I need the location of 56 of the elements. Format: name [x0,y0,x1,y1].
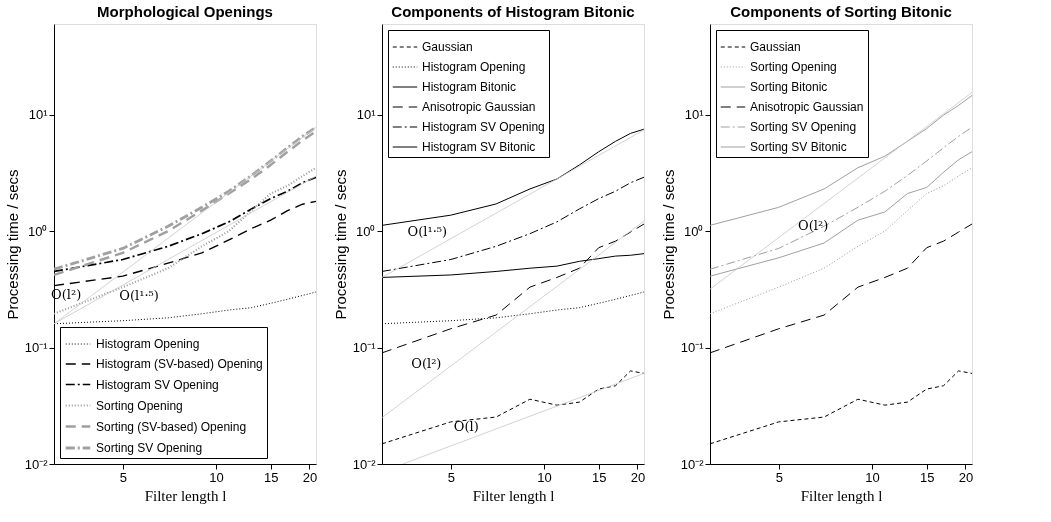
y-axis-title: Processing time / secs [331,169,349,320]
x-tick-label: 5 [447,469,455,485]
legend-label: Sorting SV Opening [96,441,203,455]
legend-label: Histogram SV Opening [96,377,219,392]
x-axis-title: Filter length l [800,487,883,504]
x-axis-title: Filter length l [144,487,227,504]
y-tick-label: 10⁻¹ [24,340,49,356]
x-tick-label: 20 [302,469,318,485]
legend-label: Gaussian [750,40,801,54]
legend-label: Histogram SV Bitonic [422,140,536,154]
y-tick-label: 10⁻² [680,456,705,472]
y-tick-label: 10⁰ [356,223,376,239]
legend-label: Sorting Opening [96,398,183,413]
x-axis-title: Filter length l [472,487,555,504]
x-tick-label: 20 [630,469,646,485]
y-tick-label: 10⁻¹ [352,340,377,356]
legend-label: Histogram SV Opening [422,120,545,134]
x-tick-label: 15 [263,469,279,485]
legend-label: Histogram Opening [422,60,526,74]
annotation: O(l¹·⁵) [407,224,448,240]
x-tick-label: 5 [775,469,783,485]
x-tick-label: 15 [919,469,935,485]
y-tick-label: 10⁰ [28,223,48,239]
legend-label: Gaussian [422,40,473,54]
y-tick-label: 10¹ [28,107,49,123]
y-tick-label: 10⁻¹ [680,340,705,356]
chart-title: Components of Sorting Bitonic [730,3,952,20]
y-axis-title: Processing time / secs [659,169,677,320]
x-tick-label: 10 [865,469,880,485]
legend-label: Histogram (SV-based) Opening [96,357,263,371]
legend-label: Sorting (SV-based) Opening [96,419,247,434]
legend-label: Anisotropic Gaussian [750,100,864,114]
y-axis-title: Processing time / secs [3,169,21,320]
annotation: O(l¹·⁵) [119,288,159,304]
legend-label: Sorting Opening [750,60,837,74]
legend-label: Sorting SV Bitonic [750,140,847,154]
x-tick-label: 15 [591,469,607,485]
chart-title: Components of Histogram Bitonic [391,3,635,20]
y-tick-label: 10¹ [356,107,377,123]
x-tick-label: 5 [119,469,127,485]
legend-label: Sorting SV Opening [750,120,857,134]
x-tick-label: 10 [209,469,224,485]
y-tick-label: 10⁻² [24,456,49,472]
chart-title: Morphological Openings [97,3,273,20]
annotation: O(l) [453,419,479,435]
x-tick-label: 20 [958,469,974,485]
legend-label: Histogram Opening [96,337,200,351]
x-tick-label: 10 [537,469,552,485]
y-tick-label: 10⁻² [352,456,377,472]
y-tick-label: 10¹ [684,107,705,123]
legend-label: Histogram Bitonic [422,80,517,94]
legend-label: Anisotropic Gaussian [422,100,536,114]
annotation: O(l²) [798,218,829,234]
legend-label: Sorting Bitonic [750,80,828,94]
y-tick-label: 10⁰ [684,223,704,239]
annotation: O(l²) [411,356,442,372]
